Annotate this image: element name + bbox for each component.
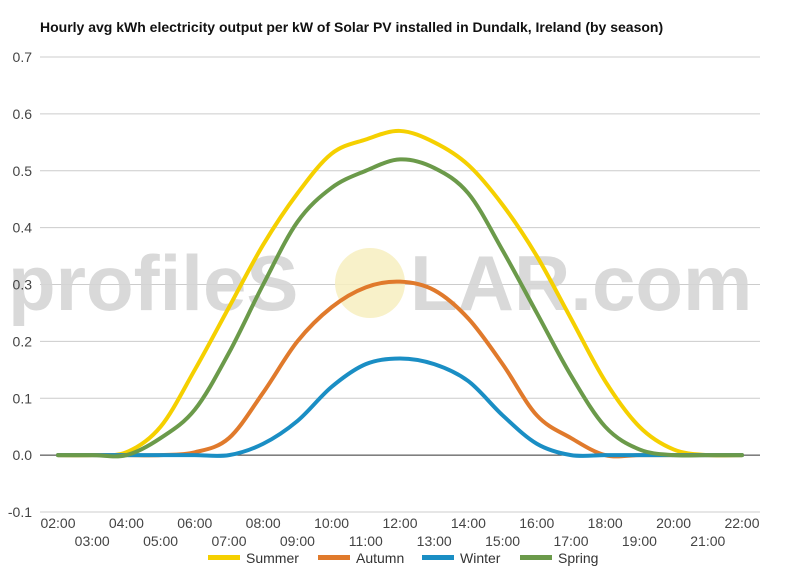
legend-label: Autumn <box>356 550 404 566</box>
y-tick-label: 0.7 <box>13 49 33 65</box>
x-tick-label: 02:00 <box>40 515 75 531</box>
series-line-winter <box>56 356 744 458</box>
legend-swatch <box>208 555 240 560</box>
legend-item-spring[interactable]: Spring <box>520 550 598 566</box>
x-tick-label: 15:00 <box>485 533 520 549</box>
legend-label: Winter <box>460 550 501 566</box>
series-line-summer <box>56 128 744 458</box>
watermark-text-left: profileS <box>8 239 298 327</box>
legend-item-autumn[interactable]: Autumn <box>318 550 404 566</box>
y-tick-label: 0.0 <box>13 447 33 463</box>
x-tick-label: 08:00 <box>246 515 281 531</box>
x-tick-label: 18:00 <box>588 515 623 531</box>
x-tick-label: 19:00 <box>622 533 657 549</box>
x-tick-label: 11:00 <box>349 533 383 549</box>
legend-label: Spring <box>558 550 598 566</box>
legend-label: Summer <box>246 550 299 566</box>
chart-title: Hourly avg kWh electricity output per kW… <box>40 19 664 35</box>
x-tick-label: 20:00 <box>656 515 691 531</box>
legend-item-summer[interactable]: Summer <box>208 550 299 566</box>
y-tick-label: 0.6 <box>13 106 33 122</box>
y-tick-label: 0.1 <box>13 390 33 406</box>
x-tick-label: 07:00 <box>211 533 246 549</box>
x-tick-label: 21:00 <box>690 533 725 549</box>
x-tick-label: 22:00 <box>724 515 759 531</box>
x-tick-label: 12:00 <box>382 515 417 531</box>
legend: Summer Autumn Winter Spring <box>208 550 598 566</box>
legend-item-winter[interactable]: Winter <box>422 550 501 566</box>
x-tick-label: 16:00 <box>519 515 554 531</box>
x-tick-label: 14:00 <box>451 515 486 531</box>
x-tick-label: 09:00 <box>280 533 315 549</box>
y-axis-ticks: -0.1 0.0 0.1 0.2 0.3 0.4 0.5 0.6 0.7 <box>8 49 32 520</box>
y-tick-label: 0.5 <box>13 163 33 179</box>
x-tick-label: 03:00 <box>75 533 110 549</box>
x-tick-label: 06:00 <box>177 515 212 531</box>
watermark-text-right: LAR.com <box>410 239 752 327</box>
y-tick-label: -0.1 <box>8 504 32 520</box>
x-tick-label: 04:00 <box>109 515 144 531</box>
x-tick-label: 10:00 <box>314 515 349 531</box>
y-tick-label: 0.2 <box>13 333 33 349</box>
x-tick-label: 17:00 <box>553 533 588 549</box>
x-tick-label: 13:00 <box>417 533 452 549</box>
legend-swatch <box>422 555 454 560</box>
x-tick-label: 05:00 <box>143 533 178 549</box>
sun-logo-icon <box>335 248 405 318</box>
series-lines <box>56 128 744 459</box>
y-tick-label: 0.3 <box>13 277 33 293</box>
x-axis-ticks: 02:00 04:00 06:00 08:00 10:00 12:00 14:00 16:00… <box>40 515 759 549</box>
legend-swatch <box>520 555 552 560</box>
watermark: profileS LAR.com <box>8 239 752 327</box>
y-tick-label: 0.4 <box>13 220 33 236</box>
legend-swatch <box>318 555 350 560</box>
series-line-spring <box>56 157 744 459</box>
